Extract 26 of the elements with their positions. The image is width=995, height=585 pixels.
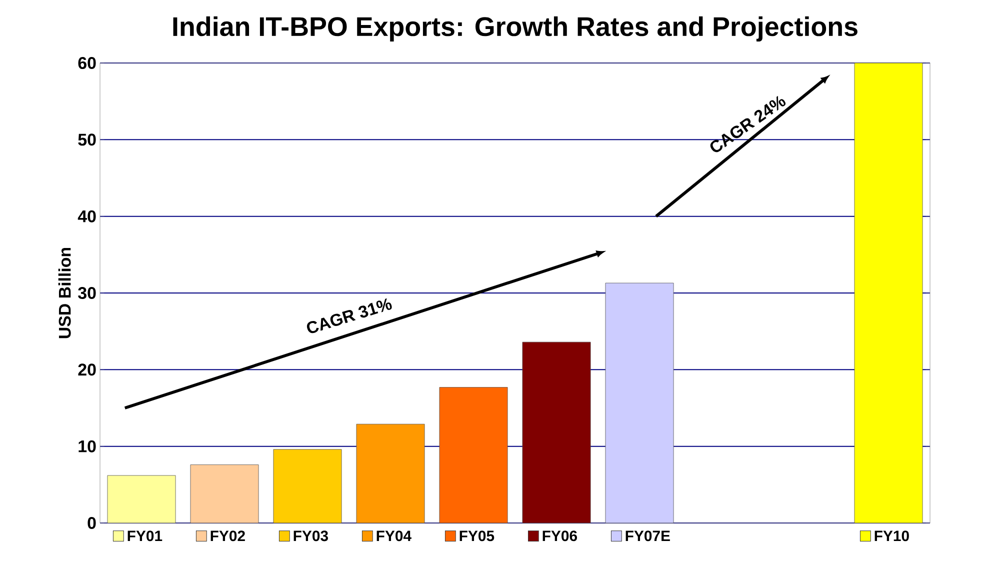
bar — [439, 387, 508, 524]
bar — [605, 282, 674, 524]
y-tick-label: 10 — [78, 440, 96, 452]
x-tick-label: FY10 — [874, 530, 909, 542]
bar — [522, 342, 591, 524]
bar — [107, 475, 176, 524]
y-axis-title: USD Billion — [58, 248, 71, 338]
annotation: CAGR 31% — [306, 298, 392, 334]
bar — [854, 62, 923, 524]
x-tick-label: FY03 — [294, 530, 328, 542]
bar — [273, 449, 342, 524]
y-tick-label: 40 — [78, 210, 96, 222]
chart-title: Indian IT-BPO Exports: Growth Rates and Projections — [173, 16, 858, 42]
y-tick-label: 50 — [78, 134, 96, 146]
bar — [356, 424, 425, 524]
y-tick-label: 60 — [78, 57, 96, 70]
y-tick-label: 30 — [78, 286, 96, 300]
x-tick-label: FY04 — [376, 530, 412, 542]
y-tick-label: 20 — [78, 364, 96, 376]
x-tick-label: FY02 — [210, 530, 245, 542]
y-tick-label: 0 — [88, 517, 96, 529]
bar — [190, 464, 259, 524]
x-tick-label: FY01 — [128, 530, 162, 542]
x-tick-label: FY05 — [460, 530, 494, 542]
x-tick-label: FY07E — [626, 530, 670, 542]
x-tick-label: FY06 — [542, 530, 577, 542]
